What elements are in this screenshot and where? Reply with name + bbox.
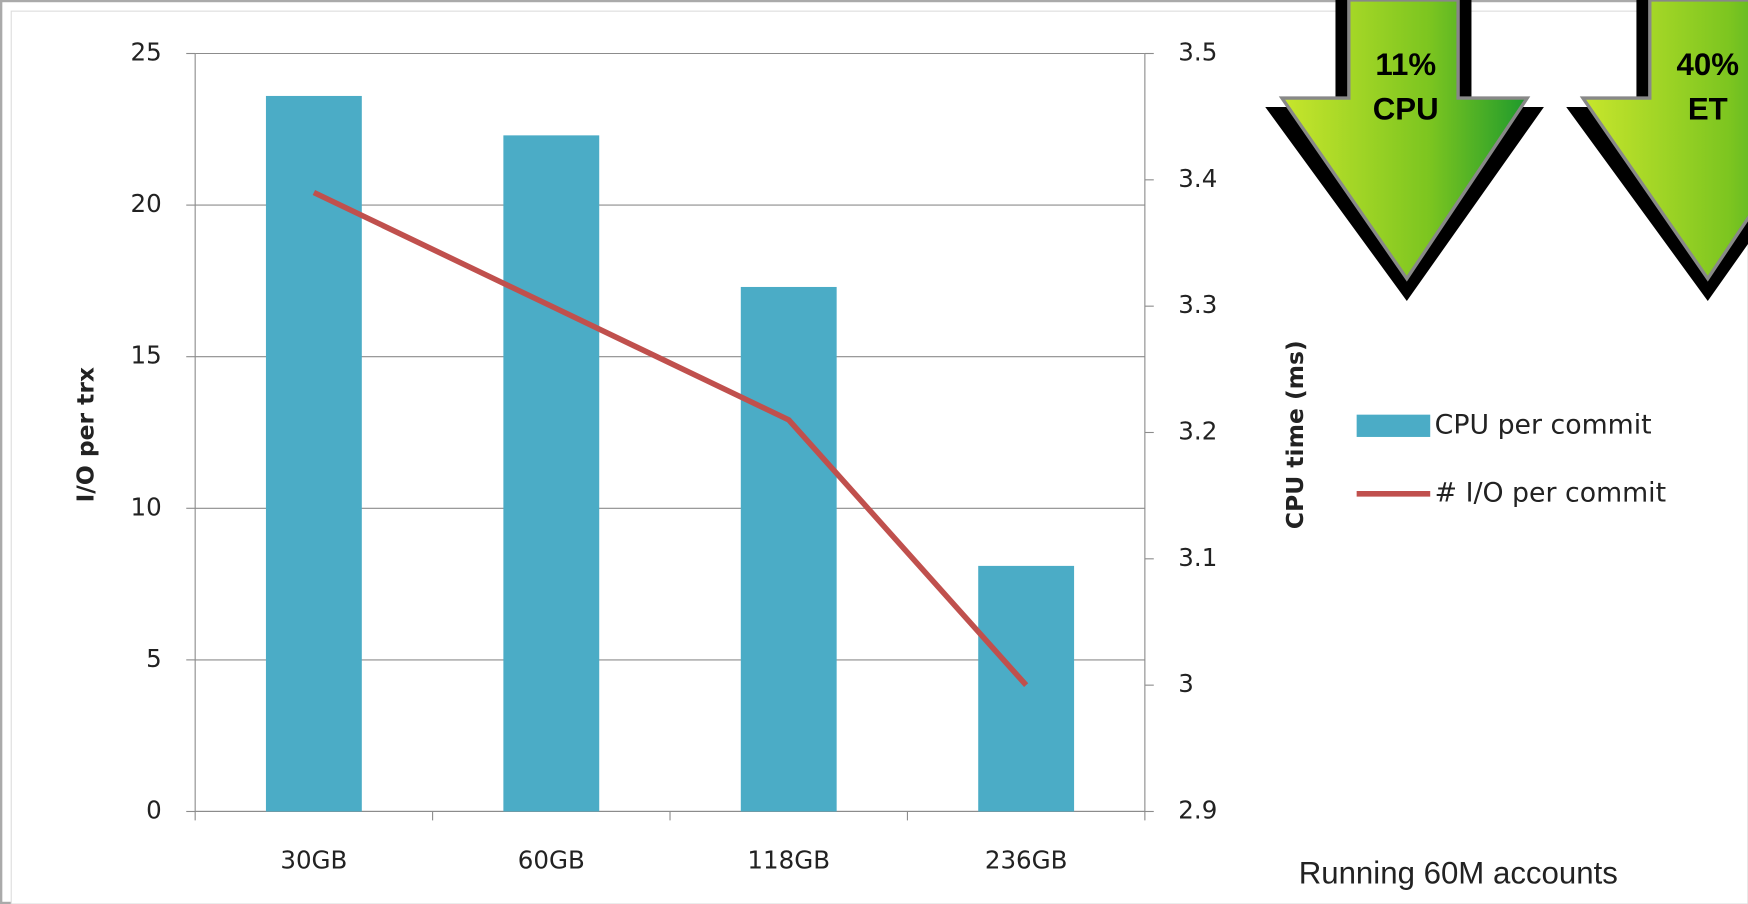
bar xyxy=(978,566,1074,812)
y2-tick-label: 3.5 xyxy=(1178,38,1217,67)
bar xyxy=(741,287,837,812)
x-tick-label: 118GB xyxy=(747,846,830,875)
y2-axis-title: CPU time (ms) xyxy=(1281,340,1309,529)
y2-tick-label: 3 xyxy=(1178,669,1194,698)
y-tick-label: 20 xyxy=(131,189,162,218)
legend-swatch xyxy=(1357,415,1431,437)
legend-label: # I/O per commit xyxy=(1435,477,1666,508)
y-tick-label: 15 xyxy=(131,341,162,370)
annotation: ET xyxy=(1688,92,1728,127)
y2-tick-label: 3.3 xyxy=(1178,290,1217,319)
annotation: CPU xyxy=(1373,92,1439,127)
x-tick-label: 60GB xyxy=(518,846,585,875)
y2-tick-label: 3.2 xyxy=(1178,416,1217,445)
y-tick-label: 5 xyxy=(146,644,162,673)
chart: 0 5 10 15 20 25 2.9 3 3.1 3.2 3.3 3.4 3.5 30GB 60GB 118… xyxy=(0,0,1748,904)
y-tick-label: 25 xyxy=(131,38,162,67)
annotation: 40% xyxy=(1677,47,1739,82)
x-tick-label: 236GB xyxy=(985,846,1068,875)
y-tick-label: 10 xyxy=(131,492,162,521)
bar xyxy=(503,135,599,811)
x-tick-label: 30GB xyxy=(280,846,347,875)
bar xyxy=(266,96,362,812)
annotation: 11% xyxy=(1375,47,1436,82)
y-tick-label: 0 xyxy=(146,795,162,824)
y2-tick-label: 3.1 xyxy=(1178,543,1217,572)
y2-tick-label: 2.9 xyxy=(1178,795,1217,824)
y-axis-title: I/O per trx xyxy=(72,367,100,502)
annotation: Running 60M accounts xyxy=(1299,855,1618,890)
y2-tick-label: 3.4 xyxy=(1178,164,1217,193)
legend-label: CPU per commit xyxy=(1435,409,1652,440)
